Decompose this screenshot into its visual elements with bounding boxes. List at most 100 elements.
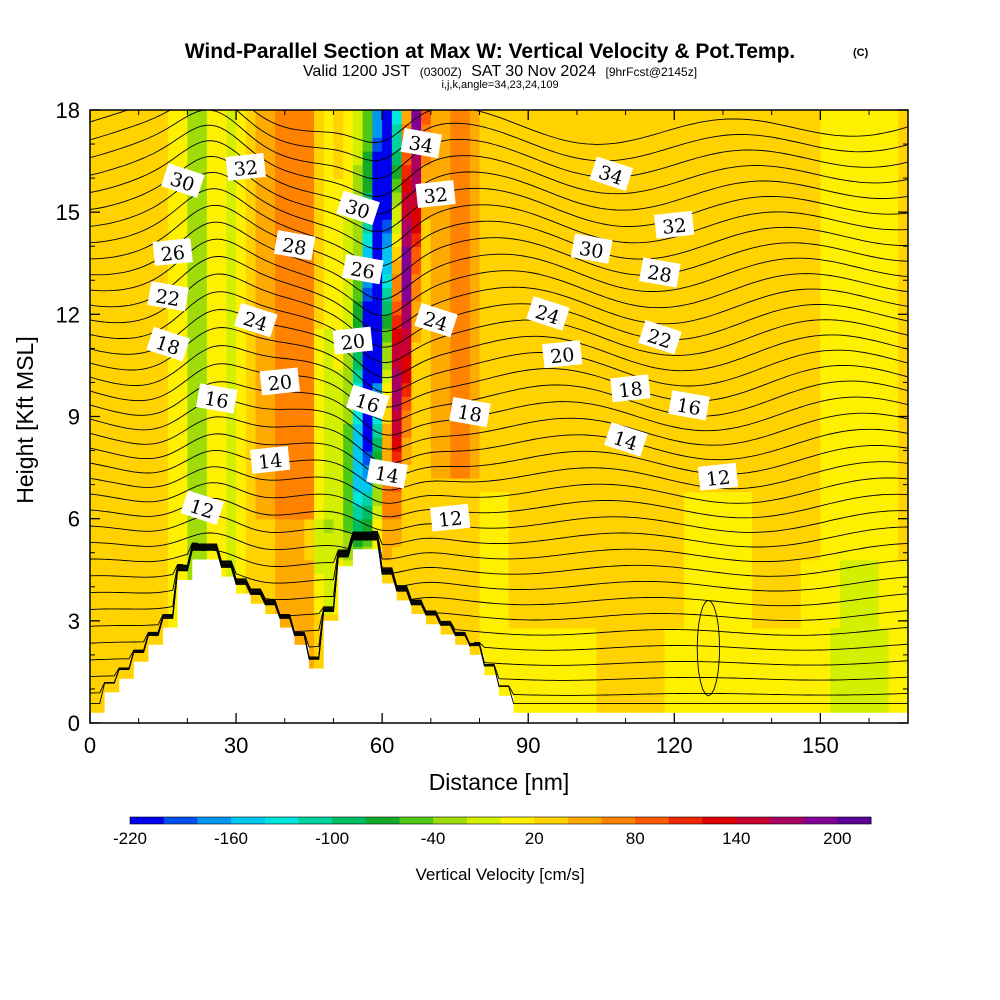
- velocity-cell: [362, 137, 374, 152]
- velocity-cell: [469, 314, 481, 329]
- velocity-cell: [859, 423, 870, 438]
- velocity-cell: [703, 355, 715, 370]
- velocity-cell: [508, 695, 520, 711]
- velocity-cell: [625, 137, 637, 152]
- colorbar-swatch: [466, 817, 501, 824]
- velocity-cell: [849, 668, 861, 683]
- velocity-cell: [654, 368, 666, 384]
- velocity-cell: [313, 382, 325, 397]
- velocity-cell: [177, 273, 189, 288]
- velocity-cell: [245, 123, 257, 139]
- velocity-cell: [596, 382, 607, 397]
- velocity-cell: [109, 450, 121, 465]
- velocity-cell: [109, 436, 121, 452]
- velocity-cell: [830, 300, 841, 316]
- velocity-cell: [460, 300, 471, 316]
- velocity-cell: [450, 464, 461, 479]
- velocity-cell: [849, 382, 861, 397]
- velocity-cell: [518, 341, 530, 356]
- velocity-cell: [479, 641, 491, 656]
- velocity-cell: [421, 409, 432, 425]
- velocity-cell: [128, 641, 140, 656]
- velocity-cell: [674, 355, 685, 370]
- velocity-cell: [294, 396, 306, 411]
- velocity-cell: [119, 450, 130, 465]
- velocity-cell: [888, 232, 900, 248]
- velocity-cell: [742, 477, 753, 493]
- velocity-cell: [508, 368, 520, 384]
- velocity-cell: [771, 573, 783, 588]
- velocity-cell: [508, 491, 520, 506]
- velocity-cell: [674, 532, 685, 547]
- velocity-cell: [148, 409, 159, 425]
- velocity-cell: [440, 600, 452, 615]
- velocity-cell: [304, 409, 315, 425]
- velocity-cell: [693, 218, 705, 234]
- velocity-cell: [167, 477, 179, 493]
- velocity-cell: [499, 110, 510, 125]
- colorbar-tick-label: 200: [823, 829, 851, 848]
- velocity-cell: [586, 164, 598, 179]
- velocity-cell: [518, 450, 530, 465]
- velocity-cell: [586, 505, 598, 520]
- velocity-cell: [275, 464, 286, 479]
- velocity-cell: [839, 355, 851, 370]
- velocity-cell: [849, 409, 861, 425]
- velocity-cell: [596, 477, 607, 493]
- velocity-cell: [294, 259, 306, 275]
- velocity-cell: [450, 205, 461, 220]
- velocity-cell: [654, 123, 666, 139]
- velocity-cell: [537, 477, 549, 493]
- velocity-cell: [878, 491, 890, 506]
- velocity-cell: [586, 218, 598, 234]
- velocity-cell: [109, 164, 121, 179]
- velocity-cell: [216, 273, 228, 288]
- velocity-cell: [771, 110, 783, 125]
- velocity-cell: [635, 518, 646, 534]
- velocity-cell: [489, 123, 500, 139]
- velocity-cell: [684, 287, 695, 302]
- velocity-cell: [859, 259, 870, 275]
- velocity-cell: [878, 641, 890, 656]
- velocity-cell: [547, 123, 559, 139]
- velocity-cell: [99, 450, 111, 465]
- colorbar-swatch: [567, 817, 603, 824]
- velocity-cell: [167, 450, 179, 465]
- velocity-cell: [839, 409, 851, 425]
- velocity-cell: [499, 273, 510, 288]
- velocity-cell: [489, 559, 500, 574]
- velocity-cell: [820, 505, 831, 520]
- velocity-cell: [839, 368, 851, 384]
- velocity-cell: [615, 627, 627, 643]
- velocity-cell: [645, 396, 656, 411]
- velocity-cell: [440, 382, 452, 397]
- velocity-cell: [547, 178, 559, 193]
- velocity-cell: [90, 627, 101, 643]
- velocity-cell: [761, 532, 773, 547]
- velocity-cell: [109, 532, 121, 547]
- velocity-cell: [421, 341, 432, 356]
- velocity-cell: [499, 123, 510, 139]
- velocity-cell: [99, 368, 111, 384]
- velocity-cell: [343, 123, 354, 139]
- velocity-cell: [684, 273, 695, 288]
- velocity-cell: [557, 273, 568, 288]
- velocity-cell: [596, 218, 607, 234]
- velocity-cell: [323, 327, 335, 343]
- velocity-cell: [391, 545, 403, 561]
- velocity-cell: [245, 178, 257, 193]
- velocity-cell: [771, 150, 783, 166]
- velocity-cell: [479, 341, 491, 356]
- velocity-cell: [90, 110, 101, 125]
- velocity-cell: [323, 341, 335, 356]
- velocity-cell: [382, 259, 393, 275]
- theta-contour-line: [90, 538, 908, 696]
- velocity-cell: [674, 178, 685, 193]
- velocity-cell: [382, 205, 393, 220]
- velocity-cell: [771, 314, 783, 329]
- velocity-cell: [849, 123, 861, 139]
- velocity-cell: [752, 205, 763, 220]
- velocity-cell: [187, 205, 198, 220]
- velocity-cell: [859, 505, 870, 520]
- velocity-cell: [421, 614, 432, 629]
